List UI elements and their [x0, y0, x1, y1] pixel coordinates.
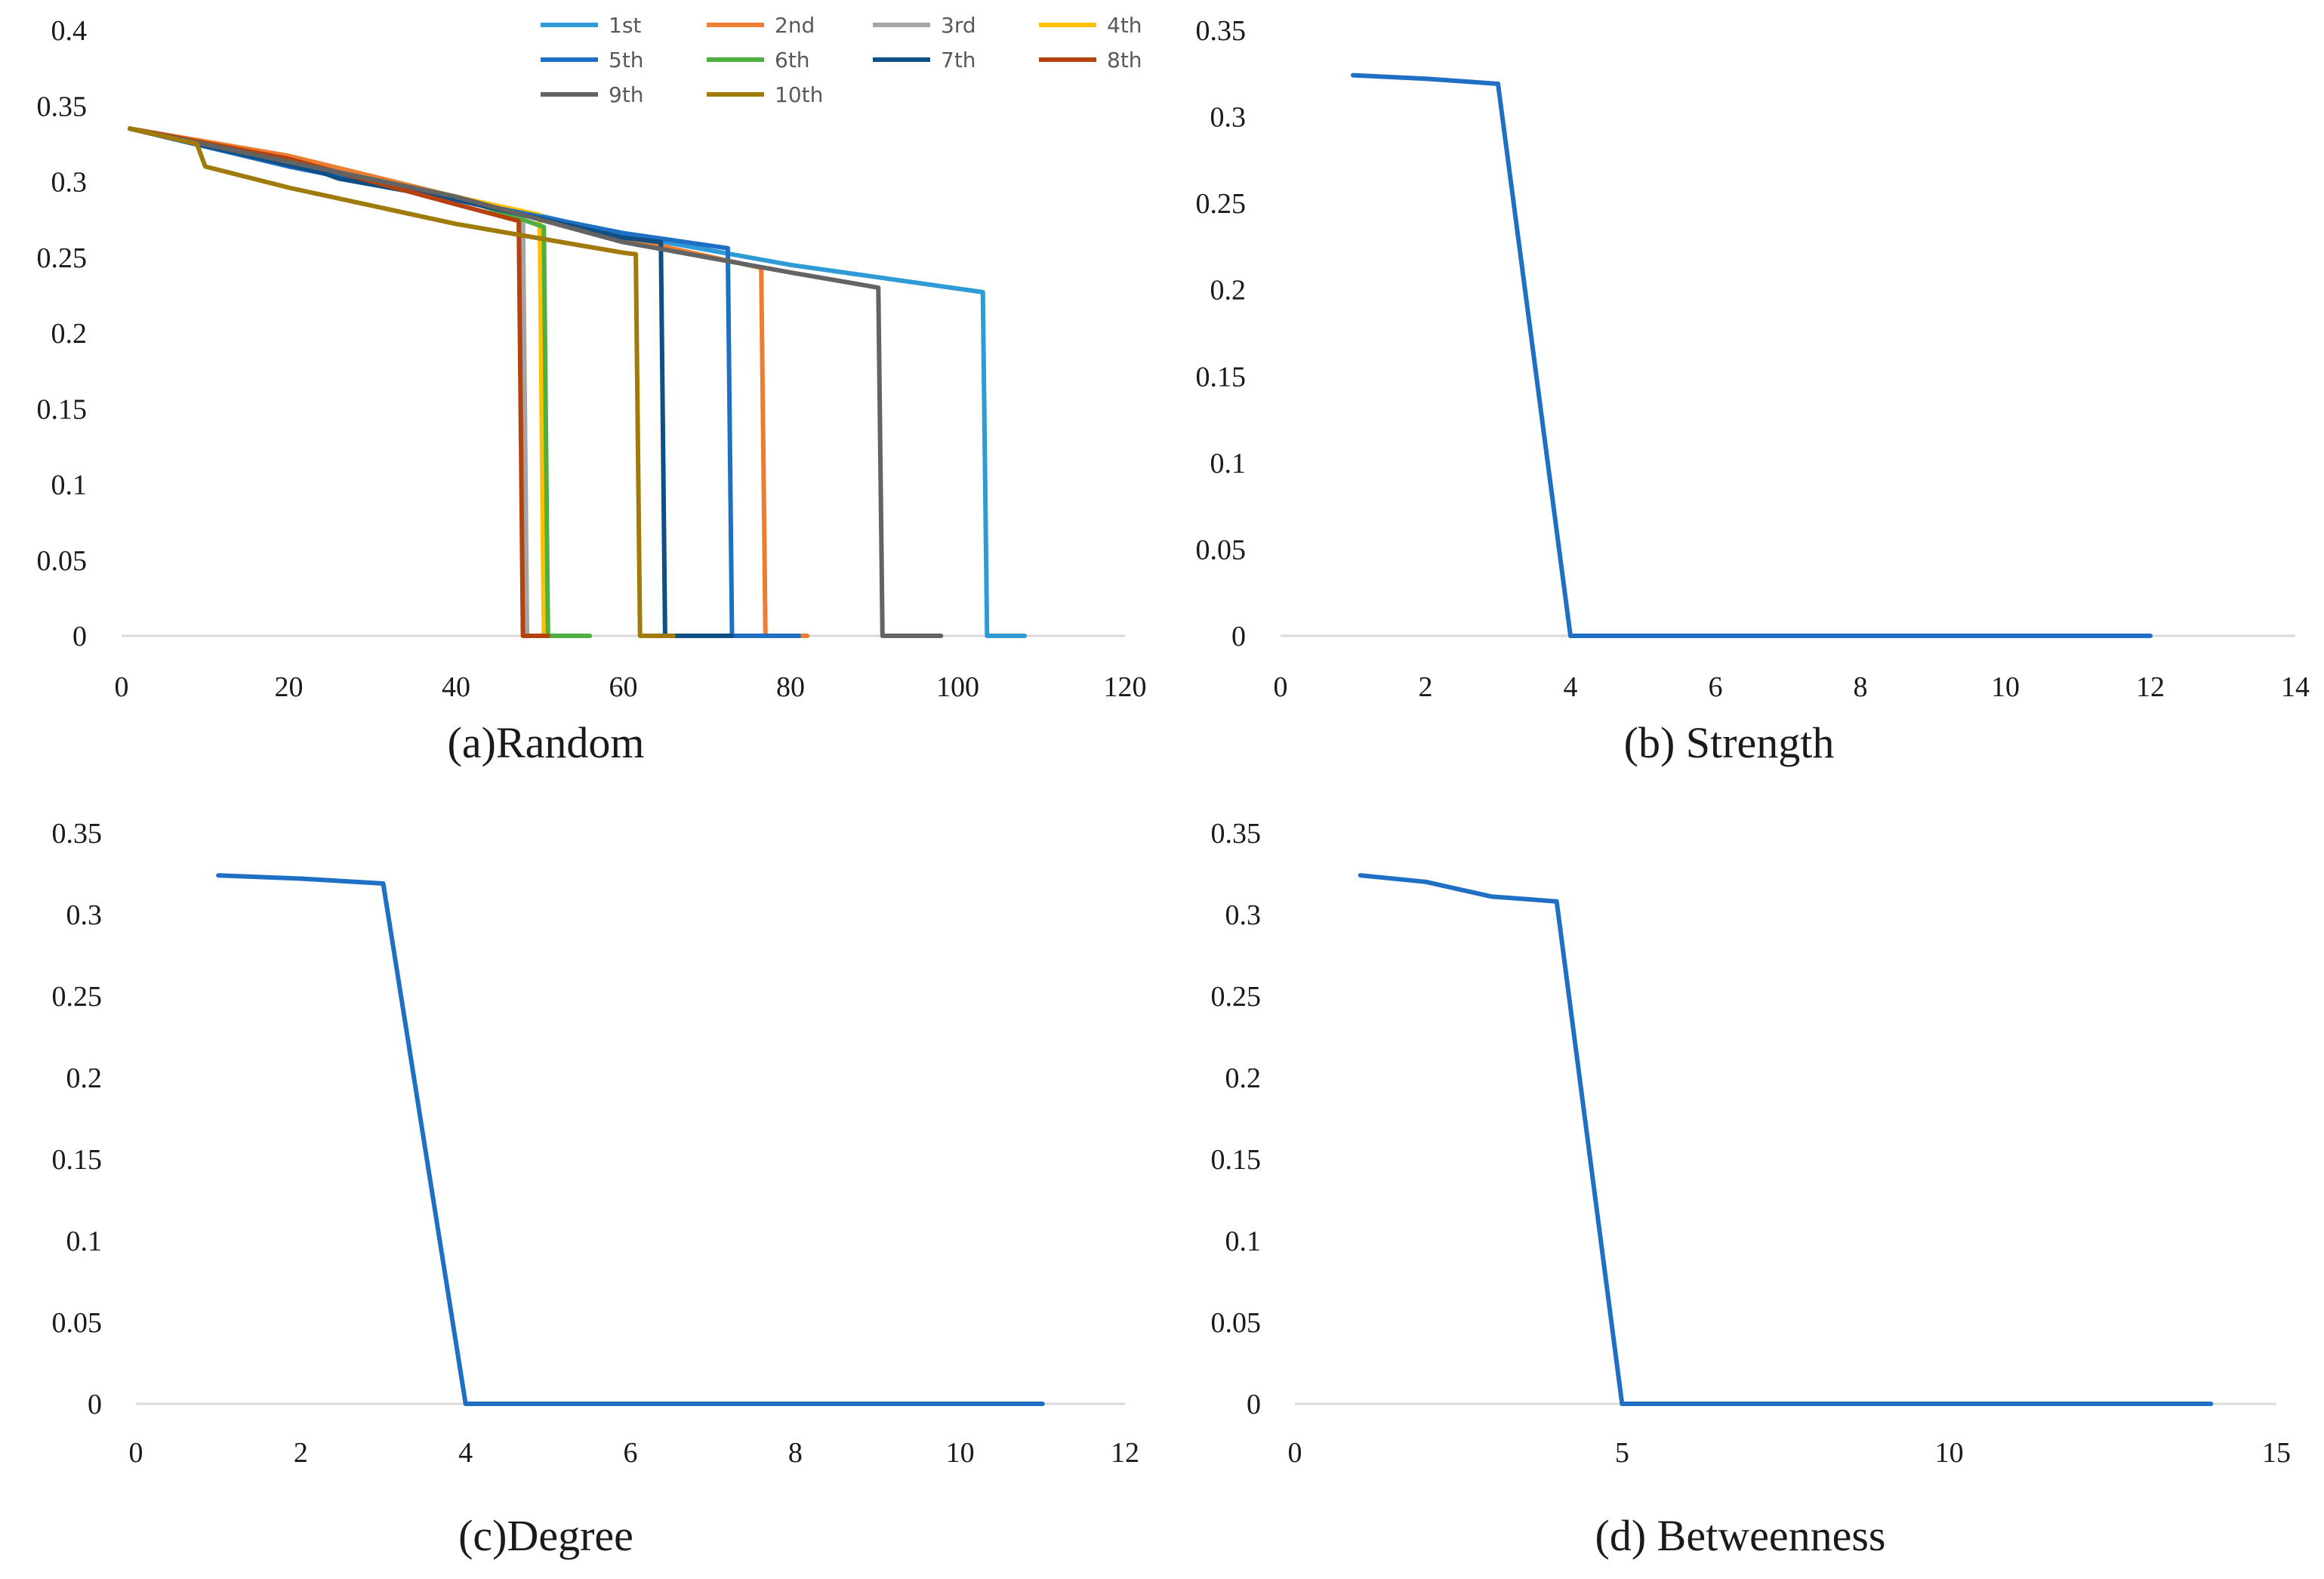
- series-line-degree: [216, 873, 1045, 1406]
- x-tick-label: 120: [1104, 671, 1147, 703]
- series-lines-b: [1351, 72, 2153, 638]
- caption-c: (c)Degree: [458, 1511, 633, 1560]
- x-tick-label: 15: [2262, 1437, 2291, 1469]
- y-tick-label: 0.35: [37, 91, 88, 122]
- y-tick-label: 0.3: [66, 899, 103, 931]
- y-tick-label: 0.2: [1210, 275, 1247, 307]
- series-lines-a: [128, 126, 1028, 638]
- y-tick-label: 0: [88, 1389, 102, 1420]
- y-tick-label: 0: [1231, 621, 1246, 652]
- x-tick-label: 10: [946, 1437, 975, 1469]
- y-tick-label: 0.25: [1196, 188, 1247, 220]
- series-line-8th: [128, 126, 550, 638]
- y-tick-label: 0.35: [1211, 818, 1262, 850]
- y-tick-label: 0.3: [1210, 102, 1247, 134]
- x-tick-labels-a: 0 20 40 60 80 100 120: [115, 671, 1147, 703]
- x-tick-labels-d: 0 5 10 15: [1288, 1437, 2292, 1469]
- x-tick-label: 6: [624, 1437, 638, 1469]
- x-tick-label: 0: [115, 671, 129, 703]
- legend-label: 10th: [775, 82, 823, 107]
- x-tick-label: 14: [2281, 671, 2310, 703]
- y-tick-label: 0.2: [51, 318, 88, 350]
- caption-d: (d) Betweenness: [1595, 1511, 1886, 1560]
- y-tick-label: 0.15: [1196, 361, 1247, 393]
- series-line-betweenness: [1358, 873, 2214, 1406]
- x-tick-label: 8: [788, 1437, 803, 1469]
- x-tick-label: 0: [1274, 671, 1288, 703]
- chart-panel-a: 0 0.05 0.1 0.15 0.2 0.25 0.3 0.35 0.4 0 20 40 60 80 1…: [37, 13, 1147, 767]
- x-tick-label: 100: [936, 671, 979, 703]
- series-lines-d: [1358, 873, 2214, 1406]
- y-tick-label: 0.15: [52, 1144, 103, 1176]
- y-tick-label: 0.05: [1196, 534, 1247, 566]
- legend-label: 5th: [609, 48, 644, 72]
- legend-label: 6th: [775, 48, 810, 72]
- x-tick-label: 0: [129, 1437, 143, 1469]
- x-tick-label: 10: [1991, 671, 2020, 703]
- y-tick-label: 0.3: [51, 167, 88, 199]
- series-line-strength: [1351, 72, 2153, 638]
- x-tick-label: 6: [1709, 671, 1723, 703]
- y-tick-labels-a: 0 0.05 0.1 0.15 0.2 0.25 0.3 0.35 0.4: [37, 15, 88, 652]
- x-tick-label: 40: [442, 671, 470, 703]
- y-tick-label: 0.15: [37, 393, 88, 425]
- y-tick-labels-c: 0 0.05 0.1 0.15 0.2 0.25 0.3 0.35: [52, 818, 103, 1420]
- y-tick-label: 0.1: [66, 1226, 103, 1257]
- series-line-10th: [128, 126, 676, 638]
- legend-label: 1st: [609, 13, 641, 38]
- x-tick-label: 60: [609, 671, 638, 703]
- legend-label: 8th: [1107, 48, 1142, 72]
- y-tick-label: 0: [1247, 1389, 1261, 1420]
- y-tick-label: 0.4: [51, 15, 88, 47]
- y-tick-label: 0.05: [1211, 1307, 1262, 1339]
- chart-panel-c: 0 0.05 0.1 0.15 0.2 0.25 0.3 0.35 0 2 4 6 8 10 12 (c)…: [52, 818, 1140, 1560]
- y-tick-label: 0.05: [37, 545, 88, 577]
- x-tick-label: 20: [275, 671, 304, 703]
- legend-a: 1st 2nd 3rd 4th 5th 6th 7th 8th 9th 10th: [541, 13, 1142, 107]
- chart-panel-d: 0 0.05 0.1 0.15 0.2 0.25 0.3 0.35 0 5 10 15 (d) Be…: [1211, 818, 2292, 1560]
- y-tick-label: 0: [72, 621, 87, 652]
- caption-b: (b) Strength: [1624, 718, 1835, 767]
- x-tick-label: 5: [1615, 1437, 1629, 1469]
- x-tick-label: 0: [1288, 1437, 1302, 1469]
- x-tick-label: 10: [1935, 1437, 1964, 1469]
- x-tick-label: 2: [1419, 671, 1433, 703]
- series-line-1st: [128, 126, 1028, 638]
- x-tick-label: 4: [458, 1437, 473, 1469]
- legend-label: 4th: [1107, 13, 1142, 38]
- y-tick-label: 0.3: [1225, 899, 1262, 931]
- series-line-9th: [128, 126, 944, 638]
- x-tick-labels-b: 0 2 4 6 8 10 12 14: [1274, 671, 2310, 703]
- legend-label: 3rd: [941, 13, 976, 38]
- y-tick-label: 0.25: [52, 981, 103, 1013]
- y-tick-label: 0.2: [1225, 1062, 1262, 1094]
- y-tick-label: 0.25: [37, 242, 88, 274]
- series-line-7th: [128, 126, 735, 638]
- chart-panel-b: 0 0.05 0.1 0.15 0.2 0.25 0.3 0.35 0 2 4 6 8 10 12 14 (…: [1196, 15, 2310, 767]
- y-tick-label: 0.35: [1196, 15, 1247, 47]
- x-tick-labels-c: 0 2 4 6 8 10 12: [129, 1437, 1140, 1469]
- x-tick-label: 80: [776, 671, 805, 703]
- y-tick-label: 0.15: [1211, 1144, 1262, 1176]
- caption-a: (a)Random: [448, 718, 645, 767]
- series-lines-c: [216, 873, 1045, 1406]
- y-tick-label: 0.05: [52, 1307, 103, 1339]
- legend-label: 9th: [609, 82, 644, 107]
- y-tick-labels-d: 0 0.05 0.1 0.15 0.2 0.25 0.3 0.35: [1211, 818, 1262, 1420]
- x-tick-label: 2: [294, 1437, 308, 1469]
- legend-label: 2nd: [775, 13, 815, 38]
- y-tick-labels-b: 0 0.05 0.1 0.15 0.2 0.25 0.3 0.35: [1196, 15, 1247, 652]
- x-tick-label: 12: [2136, 671, 2165, 703]
- y-tick-label: 0.25: [1211, 981, 1262, 1013]
- y-tick-label: 0.2: [66, 1062, 103, 1094]
- legend-label: 7th: [941, 48, 976, 72]
- y-tick-label: 0.1: [1210, 448, 1247, 480]
- x-tick-label: 12: [1111, 1437, 1139, 1469]
- y-tick-label: 0.1: [51, 470, 88, 501]
- x-tick-label: 4: [1564, 671, 1578, 703]
- y-tick-label: 0.1: [1225, 1226, 1262, 1257]
- y-tick-label: 0.35: [52, 818, 103, 850]
- x-tick-label: 8: [1854, 671, 1868, 703]
